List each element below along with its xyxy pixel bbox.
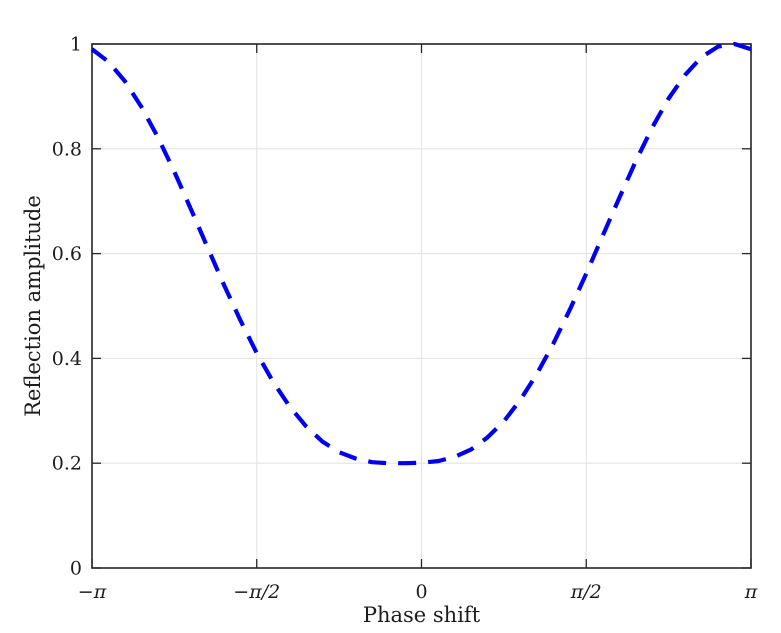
reflection-amplitude-curve <box>90 41 752 466</box>
y-tick-label: 0 <box>70 558 82 580</box>
x-tick-label: π <box>744 581 758 603</box>
y-tick-label: 0.8 <box>52 138 82 160</box>
x-tick-label: −π <box>78 581 107 603</box>
y-tick-label: 0.6 <box>52 243 82 265</box>
x-axis-label: Phase shift <box>363 603 481 627</box>
y-tick-label: 0.4 <box>52 348 82 370</box>
axes-frame <box>91 43 752 569</box>
y-tick-label: 1 <box>70 34 82 56</box>
x-tick-label: −π/2 <box>233 581 280 603</box>
x-tick-label: 0 <box>415 581 427 603</box>
x-tick-label: π/2 <box>570 581 602 603</box>
y-axis-label: Reflection amplitude <box>21 195 45 417</box>
gridlines <box>92 44 751 568</box>
tick-labels: −π −π/2 0 π/2 π 0 0.2 0.4 0.6 0.8 1 <box>52 34 758 604</box>
y-tick-label: 0.2 <box>52 453 82 475</box>
